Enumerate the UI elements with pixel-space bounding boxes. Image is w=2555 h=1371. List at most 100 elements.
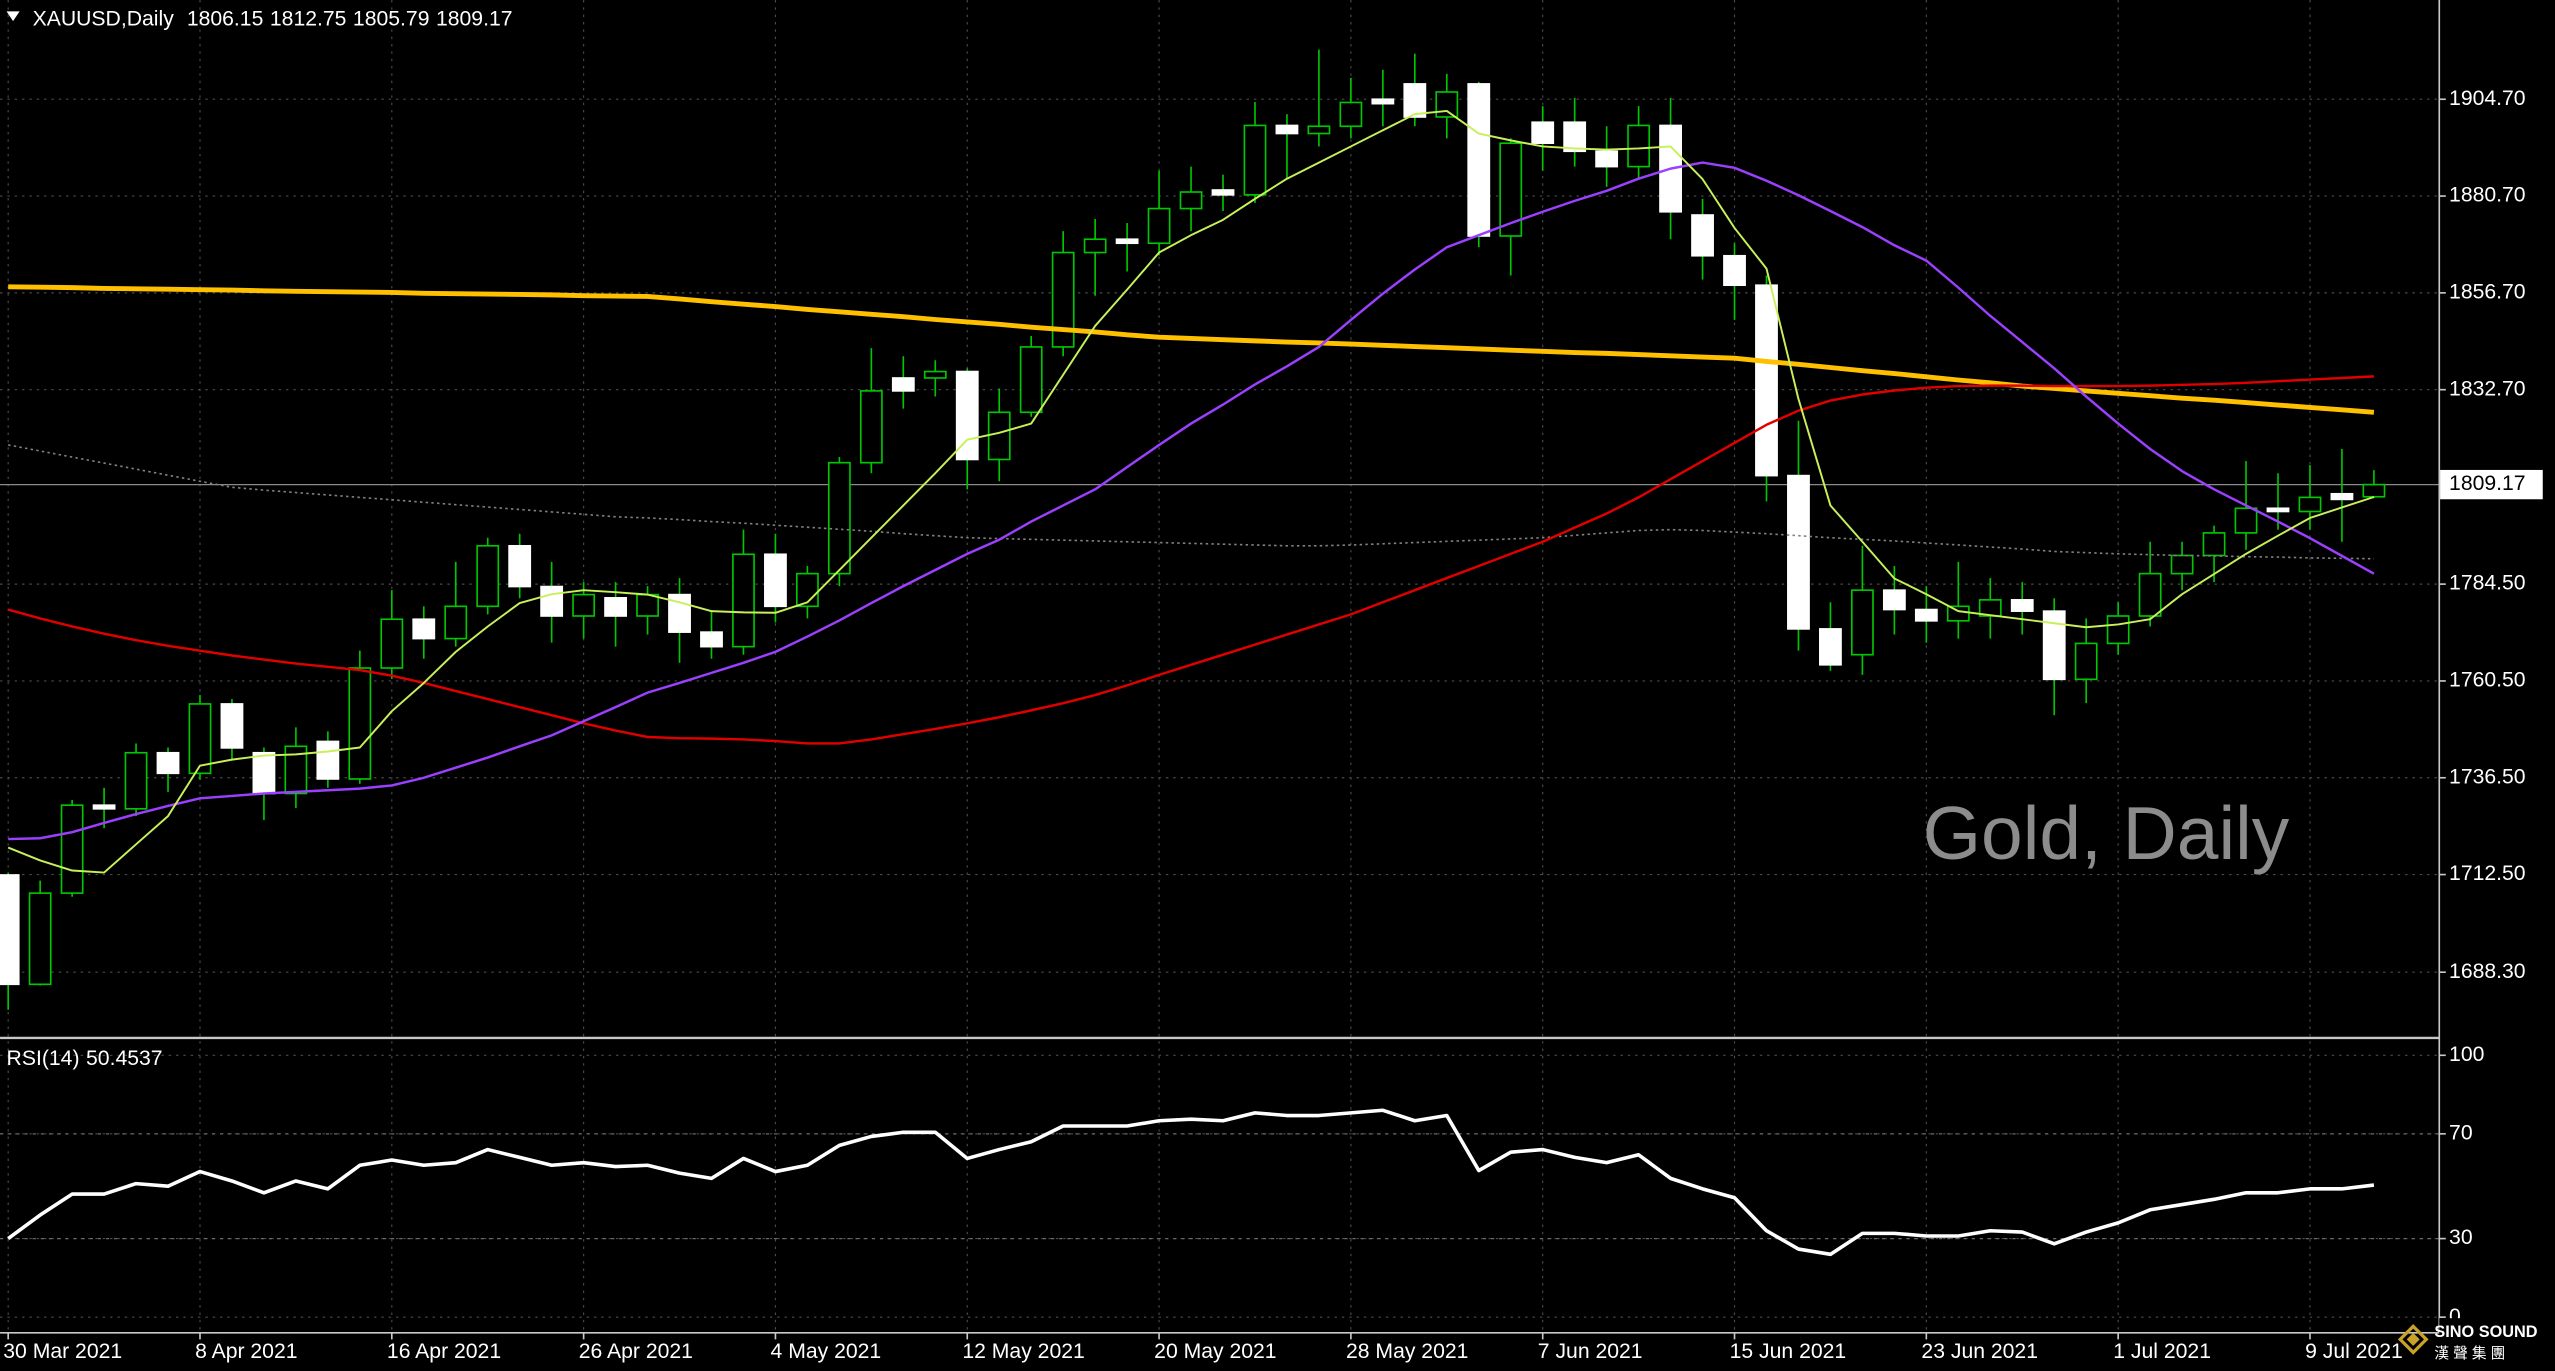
candle-body-down xyxy=(1691,214,1714,257)
candle-body-down xyxy=(1275,124,1299,135)
candle-body-up xyxy=(124,751,148,810)
candle-body-down xyxy=(0,874,20,986)
rsi-value: 50.4537 xyxy=(86,1047,163,1070)
candle-body-up xyxy=(2298,496,2322,513)
rsi-line xyxy=(7,1108,2375,1257)
candle-body-up xyxy=(1307,125,1331,135)
x-tick-label: 16 Apr 2021 xyxy=(387,1340,501,1363)
x-tick-label: 4 May 2021 xyxy=(771,1340,882,1363)
candle-body-down xyxy=(764,553,787,608)
moving-average-line xyxy=(8,161,2375,841)
candle-body-up xyxy=(2234,507,2258,534)
candle-body-down xyxy=(1595,150,1619,168)
logo-icon xyxy=(2397,1324,2429,1355)
candle-body-up xyxy=(1946,605,1970,622)
x-tick-label: 30 Mar 2021 xyxy=(3,1340,122,1363)
candle-body-up xyxy=(1083,238,1107,254)
candle-body-down xyxy=(1211,189,1235,196)
candle-body-up xyxy=(1627,124,1651,168)
candle-body-up xyxy=(2362,483,2386,498)
candle-body-up xyxy=(1499,142,1523,237)
candle-body-down xyxy=(1914,608,1938,622)
candle-body-up xyxy=(1339,101,1363,128)
candle-body-down xyxy=(1819,628,1842,666)
candle-body-up xyxy=(1179,191,1203,210)
candle-body-up xyxy=(1243,124,1267,196)
logo-subtitle: 漢 聲 集 團 xyxy=(2434,1345,2505,1362)
current-price-box: 1809.17 xyxy=(2440,469,2543,500)
candle-body-up xyxy=(1850,589,1874,656)
current-price-box-bg xyxy=(2440,469,2543,500)
y-tick-label: 1712.50 xyxy=(2449,862,2526,885)
moving-average-line xyxy=(8,284,2375,415)
y2-tick-label: 70 xyxy=(2449,1121,2473,1144)
candle-body-up xyxy=(1435,91,1459,118)
candle-body-up xyxy=(1051,251,1075,348)
symbol: XAUUSD,Daily xyxy=(33,7,175,30)
x-tick-label: 15 Jun 2021 xyxy=(1730,1340,1847,1363)
candle-body-up xyxy=(923,370,947,379)
candle-body-down xyxy=(1723,254,1746,287)
x-tick-label: 7 Jun 2021 xyxy=(1538,1340,1643,1363)
x-tick-label: 28 May 2021 xyxy=(1346,1340,1468,1363)
candle-body-up xyxy=(2138,572,2162,617)
candle-body-down xyxy=(1467,83,1491,237)
high-value: 1812.75 xyxy=(270,7,347,30)
y2-tick-label: 100 xyxy=(2449,1043,2484,1066)
candle-body-down xyxy=(2266,507,2290,513)
candle-body-up xyxy=(444,605,468,640)
candle-body-down xyxy=(891,377,915,392)
y-tick-label: 1856.70 xyxy=(2449,280,2526,303)
candle-body-down xyxy=(2042,610,2066,681)
candle-body-up xyxy=(827,461,851,575)
candle-body-up xyxy=(2202,532,2226,557)
candle-body-down xyxy=(1531,121,1555,145)
x-tick-label: 20 May 2021 xyxy=(1154,1340,1276,1363)
candle-body-down xyxy=(1755,284,1778,477)
symbol-title: XAUUSD,Daily 1806.15 1812.75 1805.79 1809.17 xyxy=(33,7,513,30)
candle-body-up xyxy=(60,804,84,894)
candle-body-down xyxy=(700,631,723,648)
moving-average-line xyxy=(7,109,2375,874)
x-tick-label: 8 Apr 2021 xyxy=(195,1340,297,1363)
y-tick-label: 1736.50 xyxy=(2449,765,2526,788)
candle-body-down xyxy=(220,703,244,749)
candle-body-down xyxy=(1882,589,1906,611)
candle-body-down xyxy=(955,370,979,461)
y-tick-label: 1688.30 xyxy=(2449,960,2526,983)
close-value: 1809.17 xyxy=(436,7,513,30)
candle-body-down xyxy=(1787,474,1810,630)
candle-body-down xyxy=(412,618,436,640)
rsi-name: RSI(14) xyxy=(7,1047,80,1070)
candle-body-up xyxy=(188,703,212,775)
candle-body-up xyxy=(572,593,596,617)
candle-body-up xyxy=(2106,615,2130,645)
candle-body-up xyxy=(28,892,52,986)
candle-body-down xyxy=(1563,121,1587,153)
logo-name: SINO SOUND xyxy=(2434,1323,2537,1341)
logo: SINO SOUND 漢 聲 集 團 xyxy=(2397,1318,2555,1371)
y-tick-label: 1832.70 xyxy=(2449,377,2526,400)
candle-body-up xyxy=(2074,642,2098,681)
candle-body-down xyxy=(2330,492,2354,501)
moving-average-line xyxy=(7,375,2374,745)
x-tick-label: 1 Jul 2021 xyxy=(2113,1340,2211,1363)
candle-body-down xyxy=(604,597,628,617)
candle-body-up xyxy=(732,553,755,648)
candle-body-up xyxy=(859,390,883,464)
current-price-label: 1809.17 xyxy=(2449,472,2526,495)
x-tick-label: 9 Jul 2021 xyxy=(2305,1340,2403,1363)
candle-body-down xyxy=(1115,238,1139,245)
candle-body-up xyxy=(1147,207,1171,245)
candle-body-up xyxy=(476,544,500,608)
open-value: 1806.15 xyxy=(187,7,264,30)
y-tick-label: 1904.70 xyxy=(2449,87,2526,110)
candle-body-up xyxy=(348,667,372,780)
collapse-icon xyxy=(6,11,20,22)
x-tick-label: 23 Jun 2021 xyxy=(1921,1340,2038,1363)
low-value: 1805.79 xyxy=(353,7,430,30)
candle-body-up xyxy=(987,411,1011,461)
candle-body-up xyxy=(1019,346,1043,414)
